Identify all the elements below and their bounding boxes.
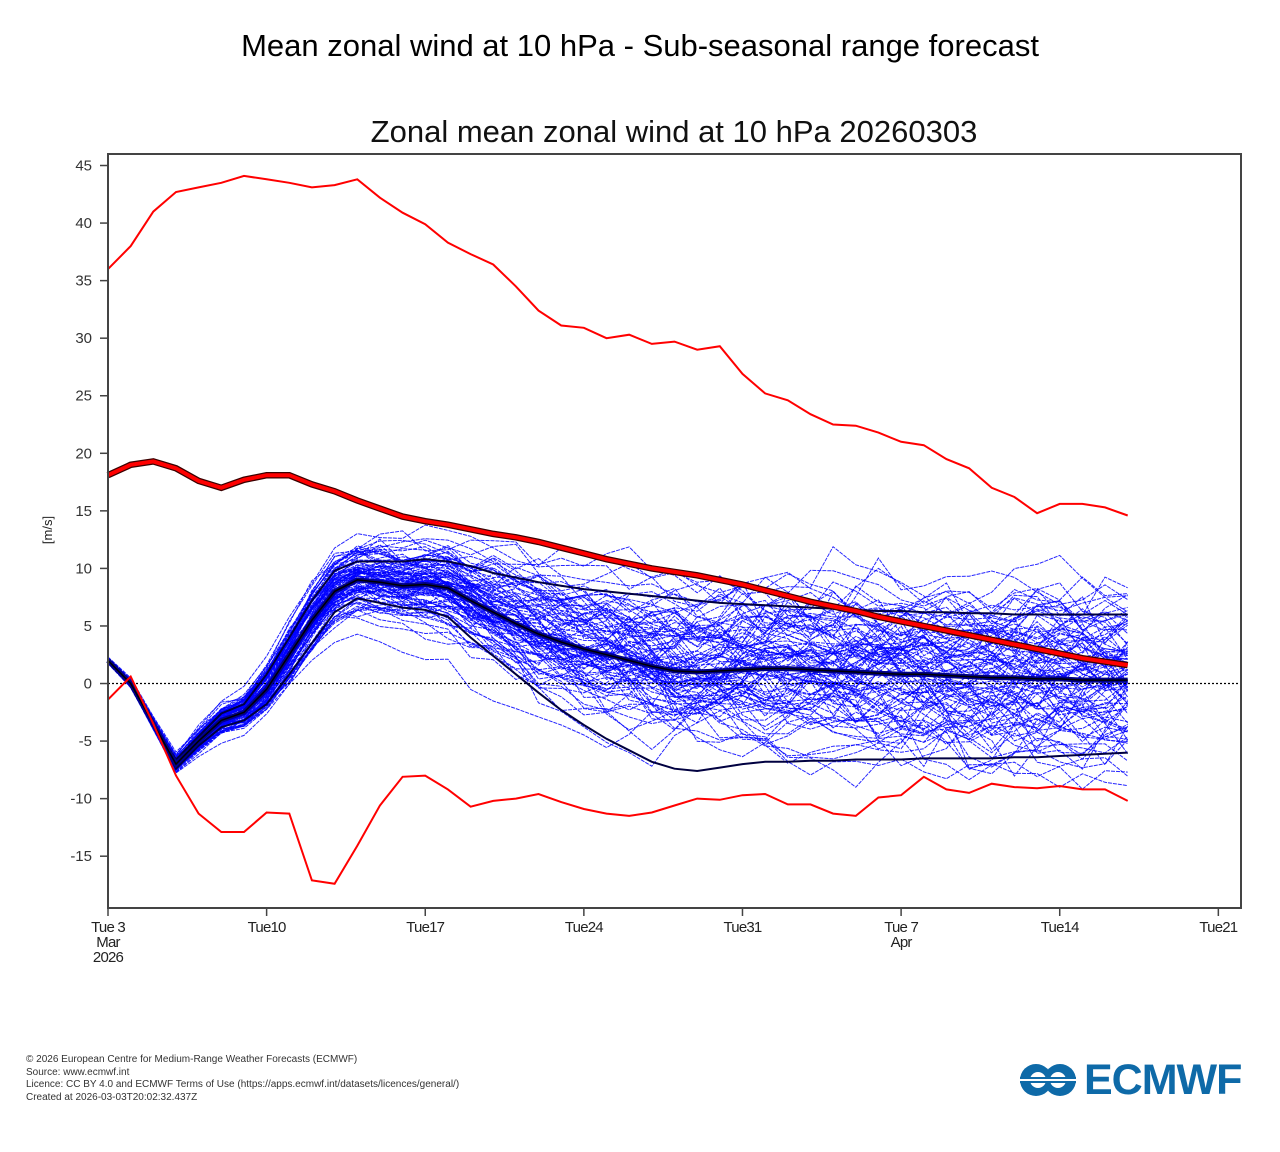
ensemble-member-line (107, 571, 1128, 766)
y-tick-label: 20 (75, 445, 92, 462)
y-tick-label: -10 (70, 791, 92, 808)
ensemble-member-line (107, 549, 1128, 757)
x-tick-label: Tue31 (723, 919, 761, 936)
ensemble-member-line (107, 558, 1129, 767)
ensemble-member-line (107, 571, 1128, 764)
y-tick-label: -5 (79, 733, 92, 750)
ensemble-member-line (107, 608, 1128, 788)
x-tick-label: Tue14 (1041, 919, 1079, 936)
ensemble-member-line (107, 550, 1128, 758)
x-tick-label: Tue10 (248, 919, 286, 936)
ensemble-member-line (107, 564, 1129, 761)
y-tick-label: 35 (75, 273, 92, 290)
source-text: Source: www.ecmwf.int (26, 1066, 130, 1078)
climatology-max-line (107, 174, 1129, 517)
page-title: Mean zonal wind at 10 hPa - Sub-seasonal… (241, 28, 1039, 63)
x-tick-label: Tue24 (565, 919, 603, 936)
ensemble-member-line (107, 596, 1128, 771)
x-tick-label: Tue17 (406, 919, 444, 936)
y-tick-label: 0 (84, 676, 92, 693)
x-tick-label: Tue 3 (91, 919, 125, 936)
y-tick-label: 25 (75, 388, 92, 405)
copyright-text: © 2026 European Centre for Medium-Range … (26, 1054, 358, 1065)
ensemble-member-line (107, 572, 1128, 760)
ensemble-member-line (107, 633, 1129, 780)
ensemble-member-line (107, 572, 1128, 769)
x-tick-label: Mar (96, 934, 120, 951)
ensemble-member-line (107, 545, 1128, 762)
ensemble-member-line (107, 605, 1128, 771)
y-tick-label: 40 (75, 215, 92, 232)
climatology-mean-line (107, 459, 1128, 668)
ecmwf-logo: ECMWF (1018, 1055, 1258, 1104)
x-tick-label: Tue 7 (884, 919, 918, 936)
y-tick-label: 15 (75, 503, 92, 520)
ecmwf-logo-text: ECMWF (1084, 1055, 1242, 1104)
x-tick-label: 2026 (93, 949, 124, 966)
ensemble-member-line (107, 545, 1128, 765)
ensemble-percentile-line (107, 597, 1128, 773)
plot-frame (107, 153, 1242, 909)
ecmwf-emblem-icon (1020, 1064, 1076, 1096)
ensemble-member-line (107, 539, 1128, 756)
ensemble-member-line (107, 584, 1129, 766)
y-axis-label: [m/s] (40, 516, 55, 544)
ensemble-member-line (107, 573, 1128, 764)
zonal-wind-chart: Zonal mean zonal wind at 10 hPa 20260303… (40, 114, 1242, 966)
x-tick-label: Tue21 (1199, 919, 1237, 936)
y-tick-label: -15 (70, 848, 92, 865)
ensemble-member-line (107, 587, 1128, 768)
x-tick-label: Apr (891, 934, 913, 951)
licence-text: Licence: CC BY 4.0 and ECMWF Terms of Us… (26, 1079, 460, 1091)
y-tick-label: 5 (84, 618, 92, 635)
ensemble-member-line (107, 569, 1128, 764)
ensemble-member-line (107, 579, 1128, 765)
ensemble-member-line (107, 572, 1129, 769)
chart-title: Zonal mean zonal wind at 10 hPa 20260303 (371, 114, 978, 149)
footer-credits: © 2026 European Centre for Medium-Range … (26, 1054, 459, 1105)
created-timestamp: Created at 2026-03-03T20:02:32.437Z (26, 1092, 198, 1104)
forecast-lines (106, 174, 1241, 885)
y-tick-label: 45 (75, 158, 92, 175)
ensemble-member-line (107, 587, 1129, 770)
y-tick-label: 10 (75, 560, 92, 577)
ensemble-member-line (107, 551, 1128, 765)
ensemble-member-line (107, 524, 1128, 756)
ensemble-member-line (107, 547, 1128, 763)
ensemble-mean-line (107, 579, 1128, 766)
climatology-min-line (107, 674, 1129, 885)
ensemble-percentile-line (107, 558, 1128, 762)
y-tick-label: 30 (75, 330, 92, 347)
